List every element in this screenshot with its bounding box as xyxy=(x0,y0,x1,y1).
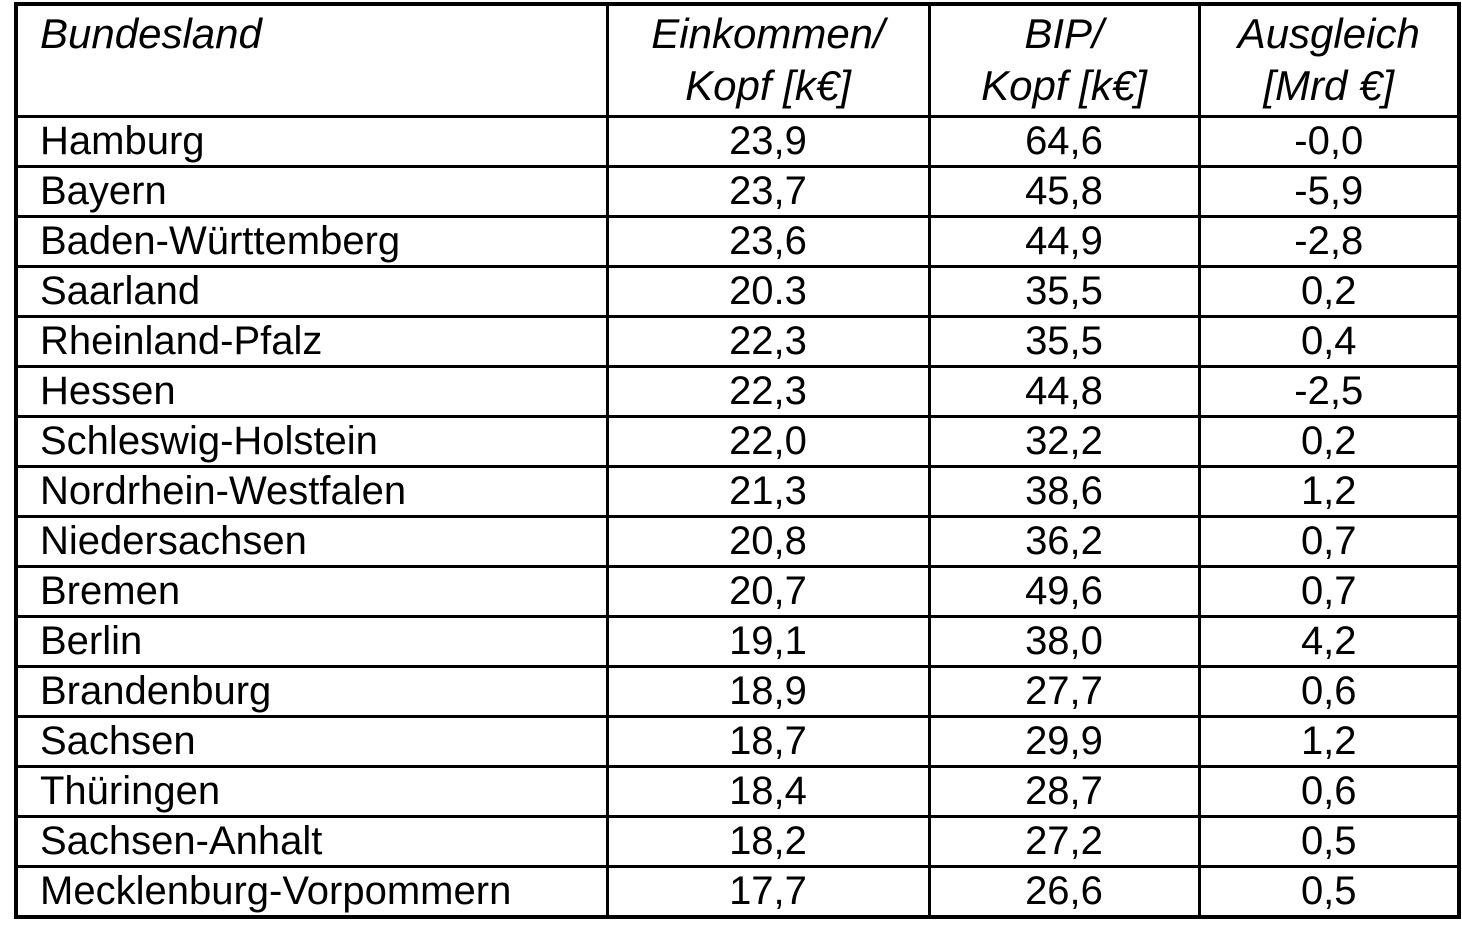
cell-einkommen-kopf: 20,7 xyxy=(605,565,931,618)
cell-ausgleich: -2,5 xyxy=(1197,365,1461,418)
table-row: Nordrhein-Westfalen 21,3 38,6 1,2 xyxy=(14,465,1461,518)
header-line: Bundesland xyxy=(40,10,262,57)
cell-einkommen-kopf: 18,9 xyxy=(605,665,931,718)
cell-bip-kopf: 64,6 xyxy=(927,115,1201,168)
header-line: Kopf [k€] xyxy=(685,62,851,109)
cell-ausgleich: -2,8 xyxy=(1197,215,1461,268)
header-row: Bundesland Einkommen/ Kopf [k€] BIP/ Kop… xyxy=(14,2,1461,118)
cell-bip-kopf: 36,2 xyxy=(927,515,1201,568)
cell-bundesland: Mecklenburg-Vorpommern xyxy=(14,865,609,919)
column-header-bundesland: Bundesland xyxy=(14,2,609,118)
cell-bip-kopf: 49,6 xyxy=(927,565,1201,618)
cell-bundesland: Berlin xyxy=(14,615,609,668)
column-header-ausgleich: Ausgleich [Mrd €] xyxy=(1197,2,1461,118)
cell-ausgleich: 0,2 xyxy=(1197,265,1461,318)
cell-ausgleich: 0,7 xyxy=(1197,515,1461,568)
cell-einkommen-kopf: 22,3 xyxy=(605,315,931,368)
cell-bundesland: Schleswig-Holstein xyxy=(14,415,609,468)
header-line: BIP/ xyxy=(1024,10,1104,57)
cell-ausgleich: 1,2 xyxy=(1197,465,1461,518)
cell-bundesland: Thüringen xyxy=(14,765,609,818)
cell-bip-kopf: 27,7 xyxy=(927,665,1201,718)
cell-ausgleich: -0,0 xyxy=(1197,115,1461,168)
table-row: Hamburg 23,9 64,6 -0,0 xyxy=(14,115,1461,168)
cell-einkommen-kopf: 18,7 xyxy=(605,715,931,768)
cell-ausgleich: 0,2 xyxy=(1197,415,1461,468)
table-row: Rheinland-Pfalz 22,3 35,5 0,4 xyxy=(14,315,1461,368)
table-row: Thüringen 18,4 28,7 0,6 xyxy=(14,765,1461,818)
cell-einkommen-kopf: 19,1 xyxy=(605,615,931,668)
cell-bip-kopf: 29,9 xyxy=(927,715,1201,768)
cell-ausgleich: 1,2 xyxy=(1197,715,1461,768)
table-row: Bremen 20,7 49,6 0,7 xyxy=(14,565,1461,618)
cell-bip-kopf: 35,5 xyxy=(927,315,1201,368)
cell-einkommen-kopf: 23,6 xyxy=(605,215,931,268)
bundesland-data-table: Bundesland Einkommen/ Kopf [k€] BIP/ Kop… xyxy=(14,2,1461,919)
cell-bip-kopf: 35,5 xyxy=(927,265,1201,318)
cell-bundesland: Hessen xyxy=(14,365,609,418)
cell-ausgleich: 4,2 xyxy=(1197,615,1461,668)
cell-bip-kopf: 44,9 xyxy=(927,215,1201,268)
table-row: Bayern 23,7 45,8 -5,9 xyxy=(14,165,1461,218)
cell-ausgleich: 0,5 xyxy=(1197,815,1461,868)
cell-einkommen-kopf: 23,7 xyxy=(605,165,931,218)
column-header-einkommen-kopf: Einkommen/ Kopf [k€] xyxy=(605,2,931,118)
cell-ausgleich: 0,7 xyxy=(1197,565,1461,618)
table-row: Sachsen-Anhalt 18,2 27,2 0,5 xyxy=(14,815,1461,868)
cell-ausgleich: 0,4 xyxy=(1197,315,1461,368)
cell-einkommen-kopf: 22,3 xyxy=(605,365,931,418)
cell-einkommen-kopf: 21,3 xyxy=(605,465,931,518)
cell-bundesland: Niedersachsen xyxy=(14,515,609,568)
cell-einkommen-kopf: 18,2 xyxy=(605,815,931,868)
cell-bip-kopf: 26,6 xyxy=(927,865,1201,919)
cell-ausgleich: -5,9 xyxy=(1197,165,1461,218)
table-container: Bundesland Einkommen/ Kopf [k€] BIP/ Kop… xyxy=(14,2,1461,919)
cell-bundesland: Sachsen xyxy=(14,715,609,768)
header-line: Ausgleich xyxy=(1237,10,1420,57)
cell-bip-kopf: 38,6 xyxy=(927,465,1201,518)
cell-bip-kopf: 32,2 xyxy=(927,415,1201,468)
cell-bundesland: Nordrhein-Westfalen xyxy=(14,465,609,518)
cell-bip-kopf: 44,8 xyxy=(927,365,1201,418)
table-row: Hessen 22,3 44,8 -2,5 xyxy=(14,365,1461,418)
cell-ausgleich: 0,6 xyxy=(1197,765,1461,818)
table-row: Niedersachsen 20,8 36,2 0,7 xyxy=(14,515,1461,568)
cell-einkommen-kopf: 20.3 xyxy=(605,265,931,318)
table-row: Mecklenburg-Vorpommern 17,7 26,6 0,5 xyxy=(14,865,1461,919)
cell-bundesland: Saarland xyxy=(14,265,609,318)
cell-bundesland: Rheinland-Pfalz xyxy=(14,315,609,368)
cell-einkommen-kopf: 23,9 xyxy=(605,115,931,168)
header-line: [Mrd €] xyxy=(1263,62,1395,109)
cell-bip-kopf: 45,8 xyxy=(927,165,1201,218)
table-row: Sachsen 18,7 29,9 1,2 xyxy=(14,715,1461,768)
cell-bip-kopf: 28,7 xyxy=(927,765,1201,818)
cell-bip-kopf: 38,0 xyxy=(927,615,1201,668)
table-row: Schleswig-Holstein 22,0 32,2 0,2 xyxy=(14,415,1461,468)
cell-bundesland: Hamburg xyxy=(14,115,609,168)
cell-einkommen-kopf: 20,8 xyxy=(605,515,931,568)
table-row: Brandenburg 18,9 27,7 0,6 xyxy=(14,665,1461,718)
cell-bundesland: Baden-Württemberg xyxy=(14,215,609,268)
cell-ausgleich: 0,5 xyxy=(1197,865,1461,919)
cell-einkommen-kopf: 17,7 xyxy=(605,865,931,919)
column-header-bip-kopf: BIP/ Kopf [k€] xyxy=(927,2,1201,118)
cell-einkommen-kopf: 22,0 xyxy=(605,415,931,468)
header-line: Kopf [k€] xyxy=(981,62,1147,109)
table-row: Berlin 19,1 38,0 4,2 xyxy=(14,615,1461,668)
table-row: Saarland 20.3 35,5 0,2 xyxy=(14,265,1461,318)
cell-bundesland: Sachsen-Anhalt xyxy=(14,815,609,868)
cell-bundesland: Bremen xyxy=(14,565,609,618)
table-row: Baden-Württemberg 23,6 44,9 -2,8 xyxy=(14,215,1461,268)
cell-einkommen-kopf: 18,4 xyxy=(605,765,931,818)
cell-ausgleich: 0,6 xyxy=(1197,665,1461,718)
header-line: Einkommen/ xyxy=(651,10,885,57)
cell-bip-kopf: 27,2 xyxy=(927,815,1201,868)
cell-bundesland: Bayern xyxy=(14,165,609,218)
cell-bundesland: Brandenburg xyxy=(14,665,609,718)
